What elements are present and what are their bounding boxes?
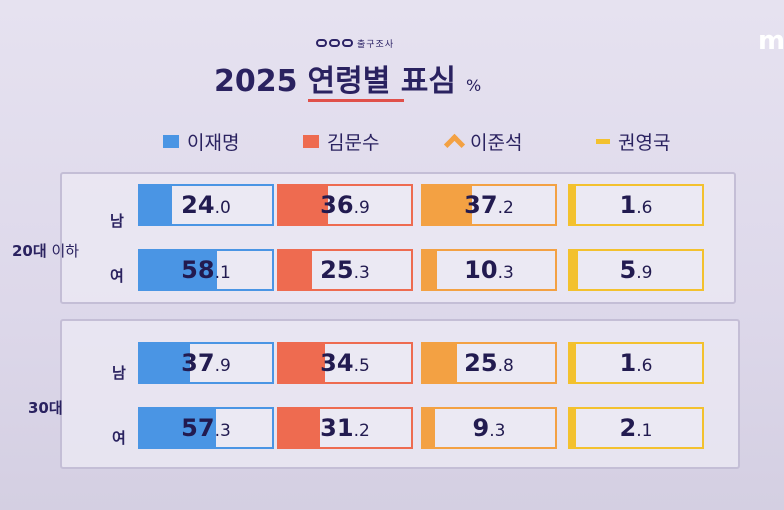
title-unit: % <box>465 76 482 95</box>
value-bar <box>140 186 172 224</box>
age-group-suffix: 이하 <box>46 242 80 260</box>
orange-chevron-icon <box>443 133 466 156</box>
value-bar <box>279 409 321 447</box>
title-year: 2025 <box>214 64 298 99</box>
exit-poll-brand: 출구조사 <box>316 36 394 50</box>
legend-label: 권영국 <box>618 132 671 154</box>
age-group-main: 20대 <box>12 242 47 260</box>
value-label: 58.1 <box>181 256 231 284</box>
value-cell-kwon-young-guk: 1.6 <box>568 184 704 226</box>
legend-label: 김문수 <box>327 132 380 154</box>
value-label: 25.8 <box>464 349 514 377</box>
value-cell-kim-moon-soo: 25.3 <box>277 249 413 291</box>
value-cell-lee-jae-myung: 58.1 <box>138 249 274 291</box>
value-bar <box>570 344 576 382</box>
value-bar <box>423 344 458 382</box>
value-bar <box>570 186 576 224</box>
legend-label: 이재명 <box>187 132 240 154</box>
value-bar <box>140 344 191 382</box>
value-cell-lee-jun-seok: 10.3 <box>421 249 557 291</box>
broadcaster-logo-icon <box>316 39 353 47</box>
value-label: 37.9 <box>181 349 231 377</box>
value-label: 10.3 <box>464 256 514 284</box>
value-label: 36.9 <box>320 191 370 219</box>
value-bar <box>140 251 217 289</box>
value-bar <box>140 409 216 447</box>
age-group-main: 30대 <box>28 399 63 417</box>
value-label: 25.3 <box>320 256 370 284</box>
gender-label: 남 <box>110 212 124 230</box>
legend-item-kim-moon-soo: 김문수 <box>303 128 379 155</box>
value-cell-lee-jun-seok: 37.2 <box>421 184 557 226</box>
gender-label: 남 <box>112 364 126 382</box>
legend-item-lee-jun-seok: 이준석 <box>443 128 523 156</box>
value-bar <box>423 251 437 289</box>
value-cell-lee-jae-myung: 24.0 <box>138 184 274 226</box>
value-label: 31.2 <box>320 414 370 442</box>
age-group-label: 30대 <box>28 397 63 418</box>
value-cell-lee-jun-seok: 9.3 <box>421 407 557 449</box>
value-cell-kim-moon-soo: 34.5 <box>277 342 413 384</box>
gender-label: 여 <box>110 267 124 285</box>
yellow-dash-icon <box>596 139 610 144</box>
value-label: 1.6 <box>619 349 653 377</box>
value-bar <box>423 409 436 447</box>
age-group-label: 20대 이하 <box>12 240 79 261</box>
value-bar <box>279 344 325 382</box>
legend-label: 이준석 <box>470 132 523 154</box>
value-cell-kwon-young-guk: 1.6 <box>568 342 704 384</box>
value-bar <box>279 251 313 289</box>
page-title: 2025 연령별 표심 % <box>214 56 482 102</box>
value-label: 1.6 <box>619 191 653 219</box>
value-label: 37.2 <box>464 191 514 219</box>
value-cell-lee-jae-myung: 37.9 <box>138 342 274 384</box>
value-bar <box>279 186 328 224</box>
value-label: 34.5 <box>320 349 370 377</box>
value-bar <box>570 409 576 447</box>
brand-subtitle: 출구조사 <box>357 39 395 50</box>
value-cell-lee-jae-myung: 57.3 <box>138 407 274 449</box>
value-label: 24.0 <box>181 191 231 219</box>
legend-item-kwon-young-guk: 권영국 <box>596 128 670 155</box>
legend: 이재명 김문수 이준석 권영국 <box>0 128 784 158</box>
value-label: 2.1 <box>619 414 653 442</box>
value-bar <box>423 186 473 224</box>
value-cell-kim-moon-soo: 36.9 <box>277 184 413 226</box>
value-label: 5.9 <box>619 256 653 284</box>
blue-square-icon <box>163 135 179 148</box>
red-square-icon <box>303 135 319 148</box>
gender-label: 여 <box>112 429 126 447</box>
value-cell-kwon-young-guk: 5.9 <box>568 249 704 291</box>
title-text: 연령별 표심 <box>307 56 456 102</box>
value-label: 57.3 <box>181 414 231 442</box>
value-label: 9.3 <box>472 414 506 442</box>
legend-item-lee-jae-myung: 이재명 <box>163 128 239 155</box>
value-bar <box>570 251 578 289</box>
value-cell-kim-moon-soo: 31.2 <box>277 407 413 449</box>
channel-logo: m <box>758 26 784 56</box>
value-cell-kwon-young-guk: 2.1 <box>568 407 704 449</box>
value-cell-lee-jun-seok: 25.8 <box>421 342 557 384</box>
